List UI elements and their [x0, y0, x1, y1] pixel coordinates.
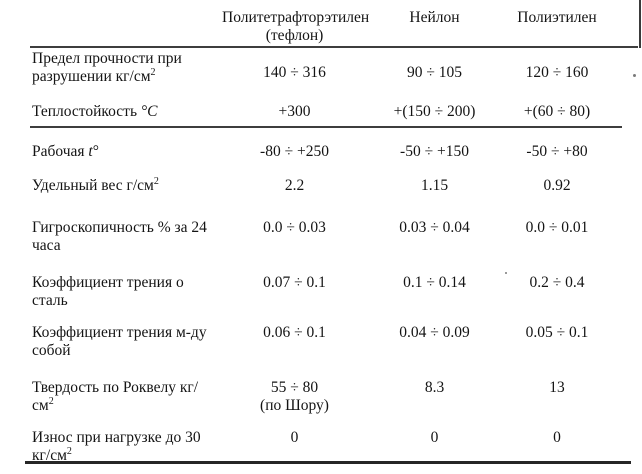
- row-label-text: Предел прочности при разрушении кг/см: [32, 50, 182, 85]
- value-cell: 90 ÷ 105: [406, 64, 462, 81]
- section-rule: [30, 126, 622, 128]
- row-label-text: Коэффициент трения о сталь: [32, 274, 184, 309]
- value-cell: 0: [553, 429, 561, 446]
- row-label-text: Твердость по Роквелу кг/см: [32, 379, 199, 414]
- value-cell: 13: [549, 379, 565, 396]
- value-cell: +(150 ÷ 200): [393, 103, 476, 120]
- table-row-friction-steel: Коэффициент трения о сталь 0.07 ÷ 0.1 0.…: [32, 274, 612, 309]
- value-cell: 0.0 ÷ 0.01: [525, 219, 589, 236]
- value-cell: -50 ÷ +150: [400, 143, 469, 160]
- row-label-superscript: 2: [150, 66, 156, 78]
- page-edge-line: [639, 0, 641, 48]
- column-header-nylon: Нейлон: [409, 9, 460, 26]
- row-label: Гигроскопичность % за 24 часа: [32, 219, 222, 254]
- value-cell: +300: [278, 103, 311, 120]
- row-label-italic: t: [88, 143, 93, 160]
- column-header-line2: (тефлон): [265, 27, 324, 44]
- table-row-hardness: Твердость по Роквелу кг/см2 55 ÷ 80 (по …: [32, 379, 612, 414]
- value-cell: -80 ÷ +250: [260, 143, 329, 160]
- table-row-wear: Износ при нагрузке до 30 кг/см2 0 0 0: [32, 429, 612, 464]
- value-cell: 0: [430, 429, 439, 446]
- value-cell: 0.04 ÷ 0.09: [399, 324, 470, 341]
- column-header-polyethylene: Полиэтилен: [517, 9, 597, 26]
- column-header-teflon: Политетрафторэтилен (тефлон): [222, 9, 370, 45]
- value-cell: 0.07 ÷ 0.1: [263, 274, 326, 291]
- row-label-superscript: 2: [48, 395, 54, 407]
- row-label-text: Удельный вес г/см: [32, 177, 154, 194]
- value-cell: 2.2: [284, 177, 305, 194]
- row-label-superscript: 2: [153, 175, 159, 187]
- row-label: Предел прочности при разрушении кг/см2: [32, 50, 222, 85]
- value-cell: 0.0 ÷ 0.03: [263, 219, 326, 236]
- table-row-friction-self: Коэффициент трения м-ду собой 0.06 ÷ 0.1…: [32, 324, 612, 359]
- row-label-text: Износ при нагрузке до 30 кг/см: [32, 429, 201, 464]
- value-note: (по Шору): [260, 396, 329, 414]
- value-cell: 55 ÷ 80 (по Шору): [222, 379, 367, 414]
- value-cell: +(60 ÷ 80): [523, 103, 591, 120]
- value-cell: 0.03 ÷ 0.04: [399, 219, 470, 236]
- row-label-text: Теплостойкость: [32, 103, 141, 120]
- table-row-tensile-strength: Предел прочности при разрушении кг/см2 1…: [32, 50, 612, 85]
- table-row-working-temperature: Рабочая t° -80 ÷ +250 -50 ÷ +150 -50 ÷ +…: [32, 143, 612, 161]
- row-label-text: Рабочая: [32, 143, 89, 160]
- value-cell: 0.05 ÷ 0.1: [525, 324, 589, 341]
- value-cell: 120 ÷ 160: [525, 64, 589, 81]
- row-label: Твердость по Роквелу кг/см2: [32, 379, 222, 414]
- row-label: Износ при нагрузке до 30 кг/см2: [32, 429, 222, 464]
- bottom-rule: [25, 461, 631, 464]
- table-row-hygroscopicity: Гигроскопичность % за 24 часа 0.0 ÷ 0.03…: [32, 219, 612, 254]
- header-spacer: [32, 9, 222, 45]
- row-label: Удельный вес г/см2: [32, 175, 222, 195]
- scan-artifact-dot: [633, 74, 636, 77]
- value-cell: 140 ÷ 316: [263, 64, 326, 81]
- row-label: Рабочая t°: [32, 143, 222, 161]
- value-cell: 0.92: [543, 177, 571, 194]
- table-row-specific-weight: Удельный вес г/см2 2.2 1.15 0.92: [32, 175, 612, 195]
- value-cell: 0.06 ÷ 0.1: [263, 324, 326, 341]
- column-header-line1: Политетрафторэтилен: [222, 9, 370, 26]
- value-cell: 0.1 ÷ 0.14: [403, 274, 466, 291]
- table-row-heat-resistance: Теплостойкость °С +300 +(150 ÷ 200) +(60…: [32, 103, 612, 121]
- value-cell: -50 ÷ +80: [526, 143, 588, 160]
- row-label-suffix: °: [92, 143, 99, 160]
- row-label-italic: °С: [140, 103, 158, 120]
- value-cell: 8.3: [424, 379, 445, 396]
- row-label: Коэффициент трения м-ду собой: [32, 324, 222, 359]
- header-rule: [30, 46, 638, 48]
- table-header-row: Политетрафторэтилен (тефлон) Нейлон Поли…: [32, 9, 612, 45]
- value-cell: 0: [290, 429, 299, 446]
- row-label-superscript: 2: [66, 445, 72, 457]
- scan-artifact-dot: [505, 272, 507, 274]
- row-label: Коэффициент трения о сталь: [32, 274, 222, 309]
- row-label-text: Гигроскопичность % за 24 часа: [32, 219, 207, 254]
- value-cell: 1.15: [420, 177, 449, 194]
- row-label: Теплостойкость °С: [32, 103, 222, 121]
- row-label-text: Коэффициент трения м-ду собой: [32, 324, 207, 359]
- value-main: 55 ÷ 80: [270, 379, 319, 396]
- value-cell: 0.2 ÷ 0.4: [529, 274, 585, 291]
